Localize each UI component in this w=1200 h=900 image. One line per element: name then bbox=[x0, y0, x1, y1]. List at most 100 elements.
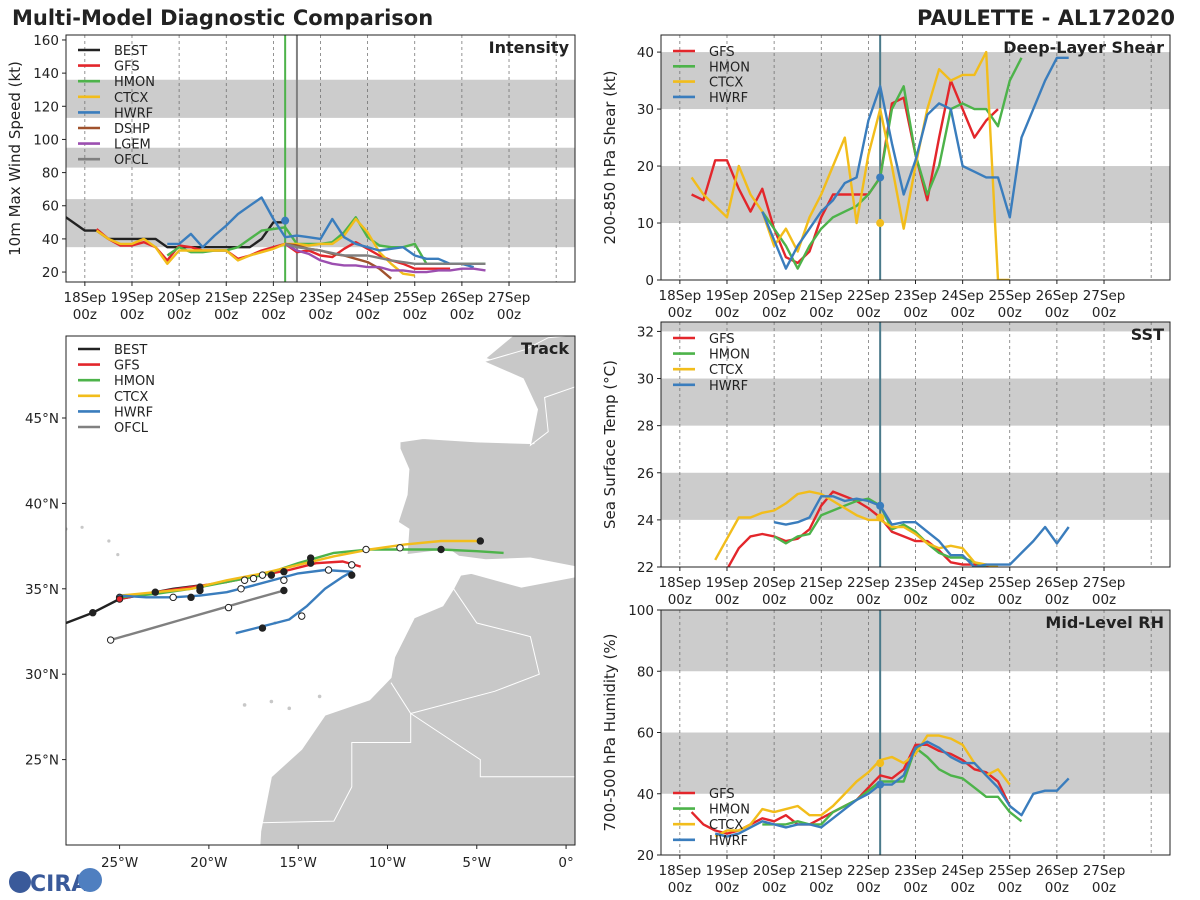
series-hmon bbox=[761, 57, 1023, 270]
x-tick-label-hour: 00z bbox=[998, 880, 1022, 896]
island bbox=[287, 706, 292, 711]
x-tick-label-hour: 00z bbox=[120, 307, 144, 323]
y-tick-label: 60 bbox=[637, 726, 654, 742]
x-tick-label-hour: 00z bbox=[856, 880, 880, 896]
x-tick-label-day: 18Sep bbox=[659, 863, 702, 879]
track-position-marker bbox=[396, 544, 404, 552]
legend-label-dshp: DSHP bbox=[114, 122, 150, 137]
legend-label-hwrf: HWRF bbox=[709, 834, 748, 849]
y-tick-label: 40°N bbox=[25, 496, 59, 512]
y-tick-label: 40 bbox=[637, 45, 654, 61]
legend-label-hmon: HMON bbox=[114, 75, 155, 90]
cira-logo-text: CIRA bbox=[30, 872, 88, 897]
x-tick-label: 20°W bbox=[190, 855, 227, 871]
legend-label-ctcx: CTCX bbox=[114, 390, 148, 405]
x-tick-label-hour: 00z bbox=[715, 305, 739, 321]
series-hwrf bbox=[761, 56, 1069, 270]
x-tick-label-hour: 00z bbox=[450, 307, 474, 323]
x-tick-label-day: 20Sep bbox=[753, 863, 796, 879]
x-tick-label-hour: 00z bbox=[261, 307, 285, 323]
x-tick-label-day: 22Sep bbox=[847, 863, 890, 879]
y-tick-label: 30 bbox=[637, 372, 654, 388]
y-tick-label: 28 bbox=[637, 419, 654, 435]
track-position-marker bbox=[169, 593, 177, 602]
border-lines bbox=[410, 588, 540, 714]
y-tick-label: 40 bbox=[637, 787, 654, 803]
x-tick-label-hour: 00z bbox=[497, 307, 521, 323]
panel-rh: 2040608010018Sep00z19Sep00z20Sep00z21Sep… bbox=[601, 603, 1171, 896]
track-position-marker bbox=[196, 586, 204, 595]
legend-label-hwrf: HWRF bbox=[709, 379, 748, 394]
x-tick-label-day: 18Sep bbox=[659, 575, 702, 591]
y-axis-label: 700-500 hPa Humidity (%) bbox=[601, 633, 619, 831]
y-tick-label: 25°N bbox=[25, 753, 59, 769]
track-position-marker bbox=[280, 576, 288, 584]
init-marker bbox=[876, 219, 885, 228]
legend-label-hwrf: HWRF bbox=[114, 106, 153, 121]
x-tick-label-hour: 00z bbox=[1092, 592, 1116, 608]
shaded-band bbox=[661, 322, 1170, 332]
storm-title: PAULETTE - AL172020 bbox=[917, 6, 1175, 30]
x-tick-label-hour: 00z bbox=[308, 307, 332, 323]
x-tick-label-hour: 00z bbox=[998, 305, 1022, 321]
x-tick-label-hour: 00z bbox=[809, 305, 833, 321]
init-marker bbox=[876, 501, 885, 510]
x-tick-label-day: 20Sep bbox=[753, 575, 796, 591]
track-position-marker bbox=[348, 571, 356, 579]
x-tick-label-day: 22Sep bbox=[847, 575, 890, 591]
track-position-marker bbox=[348, 561, 356, 569]
panel-title: Track bbox=[521, 339, 569, 358]
legend-label-gfs: GFS bbox=[114, 60, 140, 75]
island bbox=[107, 539, 111, 543]
track-position-marker bbox=[280, 586, 288, 595]
series-hwrf bbox=[714, 740, 1070, 838]
series-hwrf bbox=[773, 495, 1070, 567]
init-marker bbox=[876, 759, 885, 768]
x-tick-label-day: 18Sep bbox=[64, 290, 107, 306]
x-tick-label-day: 19Sep bbox=[706, 575, 749, 591]
series-ofcl bbox=[284, 242, 486, 265]
plot-area-intensity bbox=[66, 35, 575, 282]
x-tick-label-day: 23Sep bbox=[299, 290, 342, 306]
legend-label-best: BEST bbox=[114, 44, 147, 59]
x-tick-label-day: 25Sep bbox=[393, 290, 436, 306]
x-tick-label-day: 26Sep bbox=[1036, 288, 1079, 304]
track-position-marker bbox=[240, 576, 249, 584]
x-tick-label-day: 27Sep bbox=[488, 290, 531, 306]
track-position-marker bbox=[362, 545, 370, 554]
y-tick-label: 100 bbox=[628, 603, 654, 619]
island bbox=[116, 553, 120, 557]
panel-track: 25°W 20°W 15°W 10°W 5°W 0° 25°N 30°N 35°N 40°N 45°… bbox=[25, 335, 576, 871]
y-tick-label: 140 bbox=[33, 66, 59, 82]
legend-label-best: BEST bbox=[114, 343, 147, 358]
x-tick-label-day: 23Sep bbox=[894, 575, 937, 591]
panel-frame bbox=[65, 335, 576, 846]
series-ctcx bbox=[95, 217, 415, 277]
land-africa bbox=[259, 572, 575, 845]
x-tick-label-hour: 00z bbox=[214, 307, 238, 323]
x-tick-label-hour: 00z bbox=[668, 592, 692, 608]
track-ofcl bbox=[110, 589, 285, 642]
track-position-marker bbox=[258, 571, 267, 579]
legend-label-ctcx: CTCX bbox=[709, 818, 743, 833]
island bbox=[242, 703, 247, 707]
legend-label-lgem: LGEM bbox=[114, 138, 151, 153]
legend-label-hmon: HMON bbox=[709, 803, 750, 818]
x-tick-label-day: 26Sep bbox=[441, 290, 484, 306]
x-tick-label-day: 21Sep bbox=[205, 290, 248, 306]
y-tick-label: 24 bbox=[637, 513, 654, 529]
x-tick-label: 0° bbox=[558, 855, 573, 871]
track-position-marker bbox=[306, 554, 315, 562]
y-tick-label: 100 bbox=[33, 132, 59, 148]
x-tick-label-hour: 00z bbox=[1092, 880, 1116, 896]
x-tick-label: 10°W bbox=[369, 855, 406, 871]
plot-area-sst bbox=[661, 322, 1170, 567]
x-tick-label-hour: 00z bbox=[668, 880, 692, 896]
x-tick-label-hour: 00z bbox=[715, 592, 739, 608]
plot-area-shear bbox=[661, 35, 1170, 280]
legend-label-ctcx: CTCX bbox=[709, 363, 743, 378]
x-tick-label-day: 27Sep bbox=[1083, 863, 1126, 879]
x-tick-label-hour: 00z bbox=[903, 880, 927, 896]
y-axis-label: 10m Max Wind Speed (kt) bbox=[6, 61, 24, 256]
